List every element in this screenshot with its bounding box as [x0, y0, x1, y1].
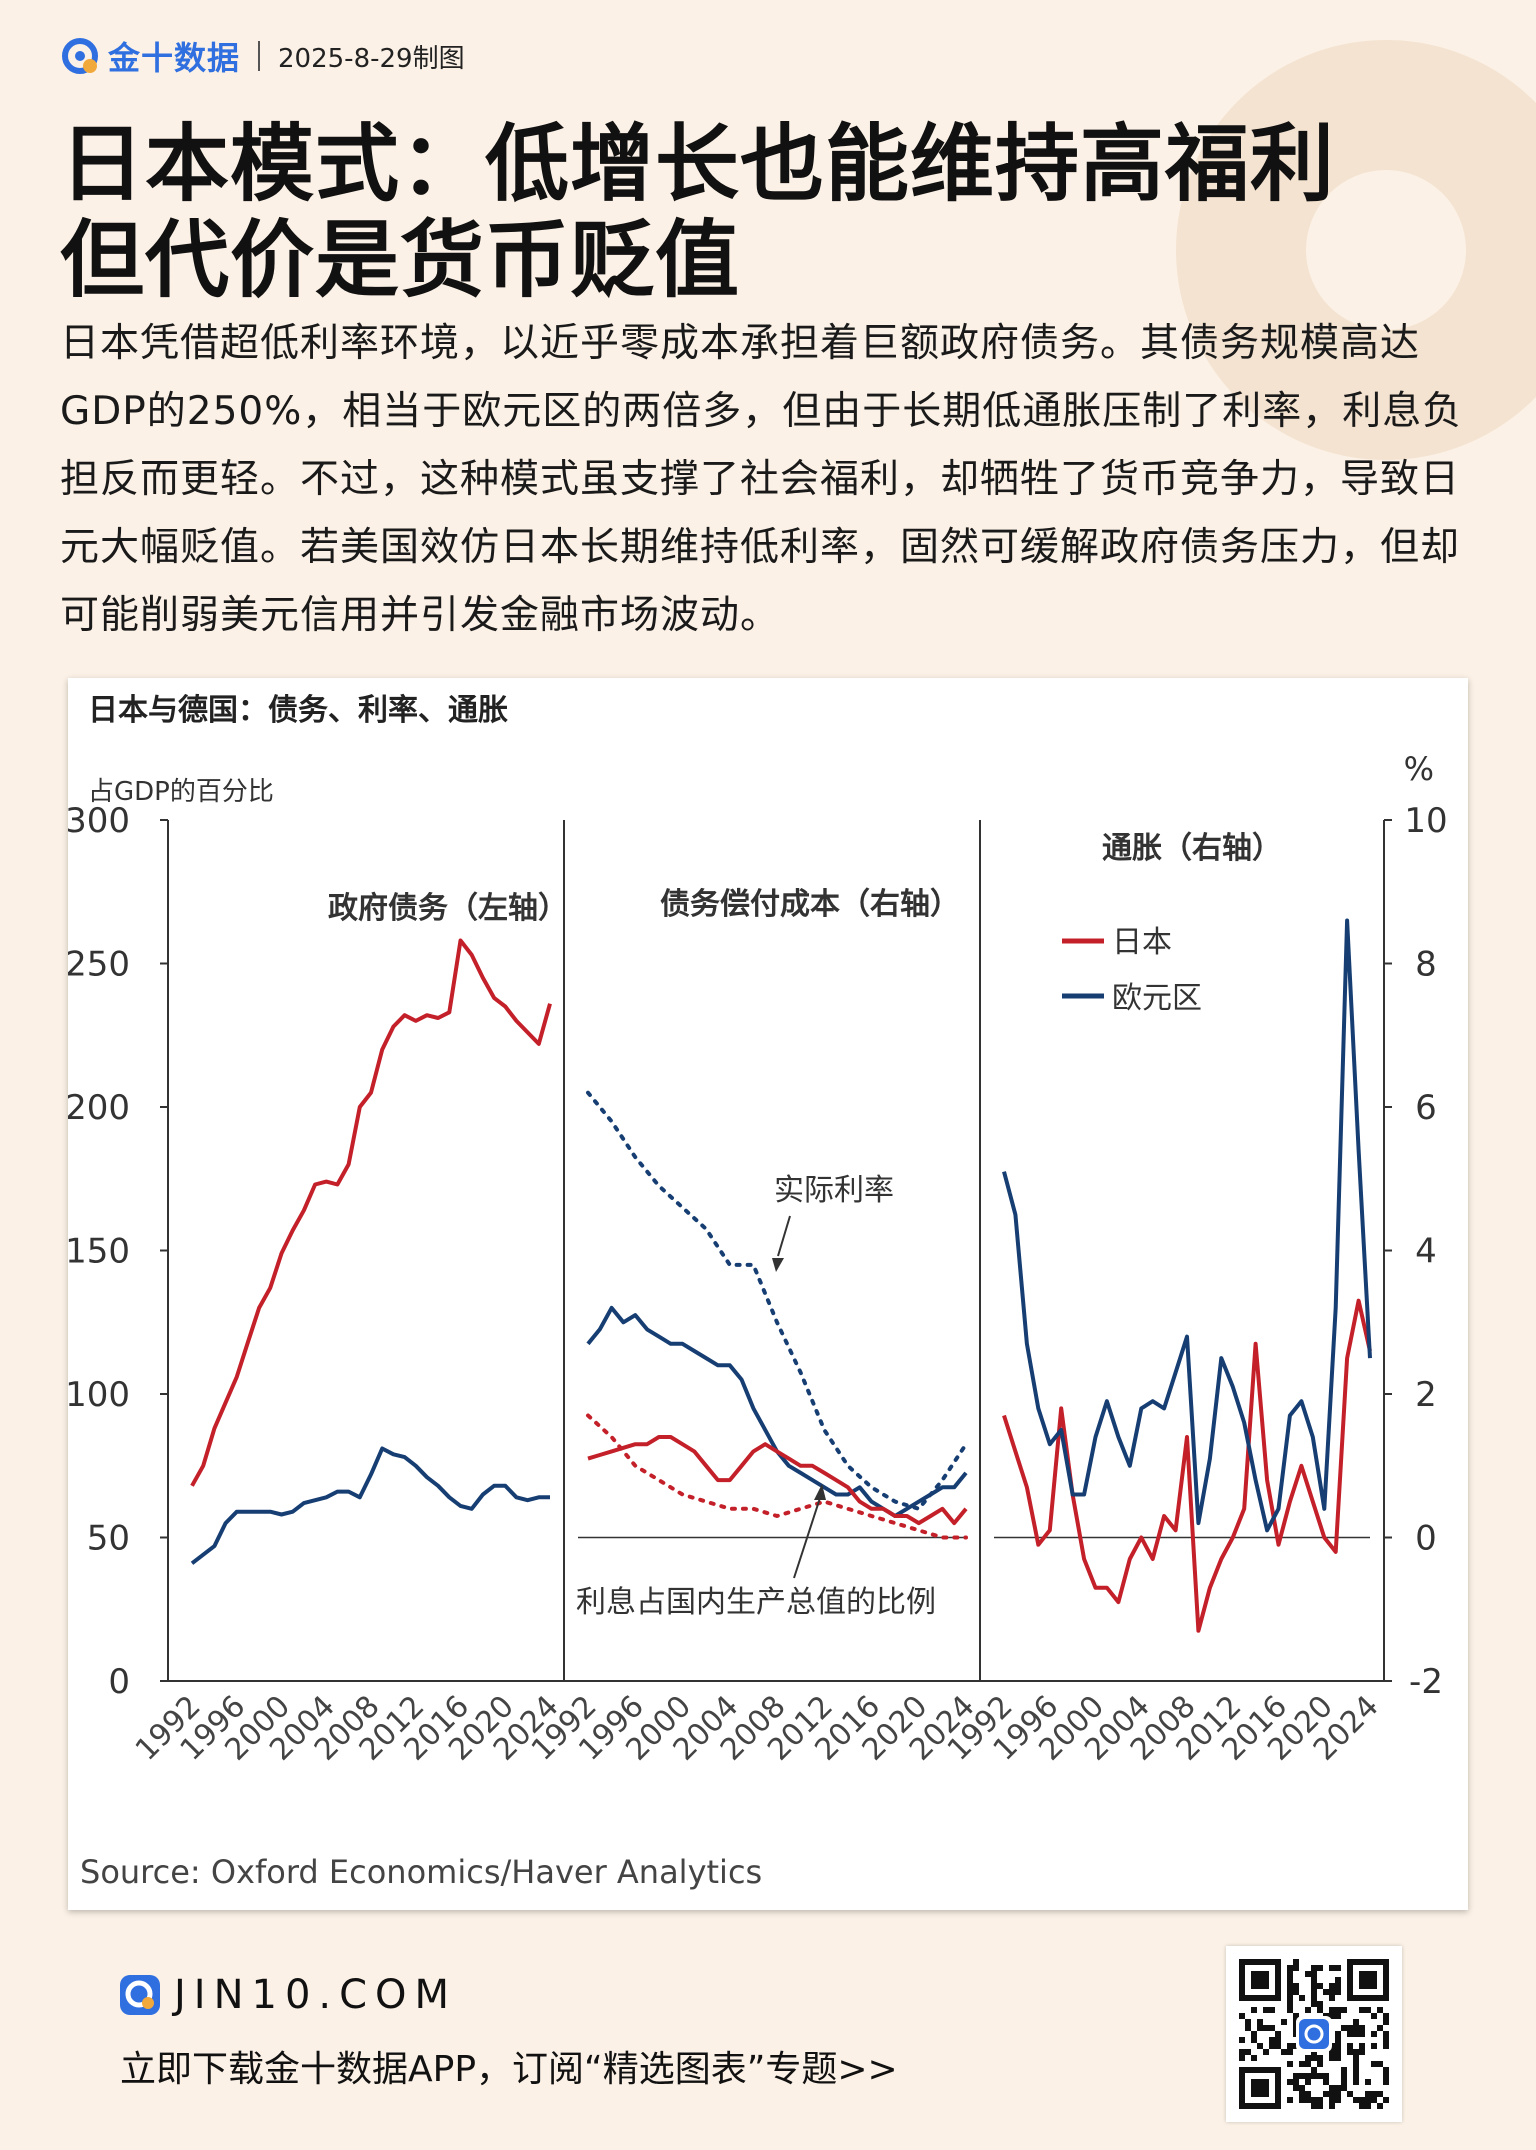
qr-code[interactable] — [1226, 1946, 1402, 2122]
series-line-euro-solid — [190, 1446, 550, 1565]
site-url[interactable]: JIN10.COM — [174, 1972, 458, 2018]
left-tick-label: 50 — [87, 1519, 130, 1559]
chart: 日本与德国：债务、利率、通胀 占GDP的百分比 % 30025020015010… — [65, 693, 1448, 1891]
chart-date: 2025-8-29制图 — [278, 43, 465, 74]
jin10-footer-icon — [120, 1975, 160, 2015]
background-decoration-inner — [1306, 170, 1466, 330]
series-line-japan-dotted — [586, 1413, 968, 1540]
series-line-euro-dotted — [586, 1090, 968, 1511]
download-cta[interactable]: 立即下载金十数据APP，订阅“精选图表”专题>> — [120, 2049, 898, 2090]
footer-logo: JIN10.COM — [118, 1972, 457, 2018]
left-tick-label: 200 — [68, 1088, 130, 1128]
title-line-1: 日本模式：低增长也能维持高福利 — [60, 115, 1336, 213]
header-divider — [258, 41, 261, 71]
right-tick-label: 0 — [1415, 1519, 1437, 1559]
right-axis-label: % — [1404, 750, 1434, 788]
right-tick-label: -2 — [1409, 1662, 1443, 1702]
panel-1: 政府债务（左轴）19921996200020042008201220162020… — [129, 891, 568, 1768]
left-tick-label: 0 — [108, 1662, 130, 1702]
arrow-head-icon — [772, 1258, 784, 1272]
page-title: 日本模式：低增长也能维持高福利 但代价是货币贬值 — [60, 116, 1335, 308]
legend-label-euro: 欧元区 — [1112, 981, 1202, 1016]
right-tick-label: 4 — [1415, 1232, 1437, 1272]
panel-title: 债务偿付成本（右轴） — [660, 887, 960, 922]
chart-axes: 300 250 200 150 100 50 0 10 8 6 4 2 0 -2 — [65, 801, 1448, 1702]
chart-title: 日本与德国：债务、利率、通胀 — [88, 693, 508, 728]
left-axis-label: 占GDP的百分比 — [88, 777, 274, 807]
jin10-logo-icon — [60, 36, 100, 76]
arrow-head-icon — [814, 1484, 826, 1500]
left-tick-label: 300 — [68, 801, 130, 841]
right-tick-label: 8 — [1415, 945, 1437, 985]
annotation-interest: 利息占国内生产总值的比例 — [576, 1585, 936, 1620]
right-tick-label: 2 — [1415, 1375, 1437, 1415]
qr-code-icon — [1239, 1959, 1389, 2109]
description: 日本凭借超低利率环境，以近乎零成本承担着巨额政府债务。其债务规模高达GDP的25… — [60, 321, 1463, 638]
brand-name: 金十数据 — [108, 39, 241, 77]
annotation-arrow — [777, 1215, 791, 1257]
series-line-japan-solid — [587, 1435, 968, 1526]
series-line-japan-solid — [190, 938, 552, 1487]
left-tick-label: 150 — [68, 1232, 130, 1272]
chart-source: Source: Oxford Economics/Haver Analytics — [80, 1853, 762, 1891]
chart-panels: 政府债务（左轴）19921996200020042008201220162020… — [129, 831, 1386, 1768]
series-line-euro-solid — [586, 1305, 968, 1518]
chart-card: 日本与德国：债务、利率、通胀 占GDP的百分比 % 300 250 200 150 10… — [65, 678, 1468, 1910]
panel-2: 债务偿付成本（右轴）199219962000200420082012201620… — [525, 887, 982, 1768]
right-tick-label: 6 — [1415, 1088, 1437, 1128]
right-tick-label: 10 — [1404, 801, 1447, 841]
left-tick-label: 250 — [68, 945, 130, 985]
left-tick-label: 100 — [68, 1375, 130, 1415]
series-line-euro-solid — [1002, 918, 1372, 1533]
annotation-arrow — [793, 1497, 821, 1579]
panel-3: 通胀（右轴）1992199620002004200820122016202020… — [941, 831, 1386, 1768]
panel-title: 政府债务（左轴） — [328, 891, 568, 926]
legend-label-japan: 日本 — [1112, 925, 1172, 960]
series-line-japan-solid — [1002, 1298, 1372, 1633]
title-line-2: 但代价是货币贬值 — [60, 211, 741, 309]
panel-title: 通胀（右轴） — [1102, 831, 1282, 866]
annotation-real-rate: 实际利率 — [774, 1173, 894, 1208]
header: 金十数据 2025-8-29制图 — [60, 34, 465, 78]
